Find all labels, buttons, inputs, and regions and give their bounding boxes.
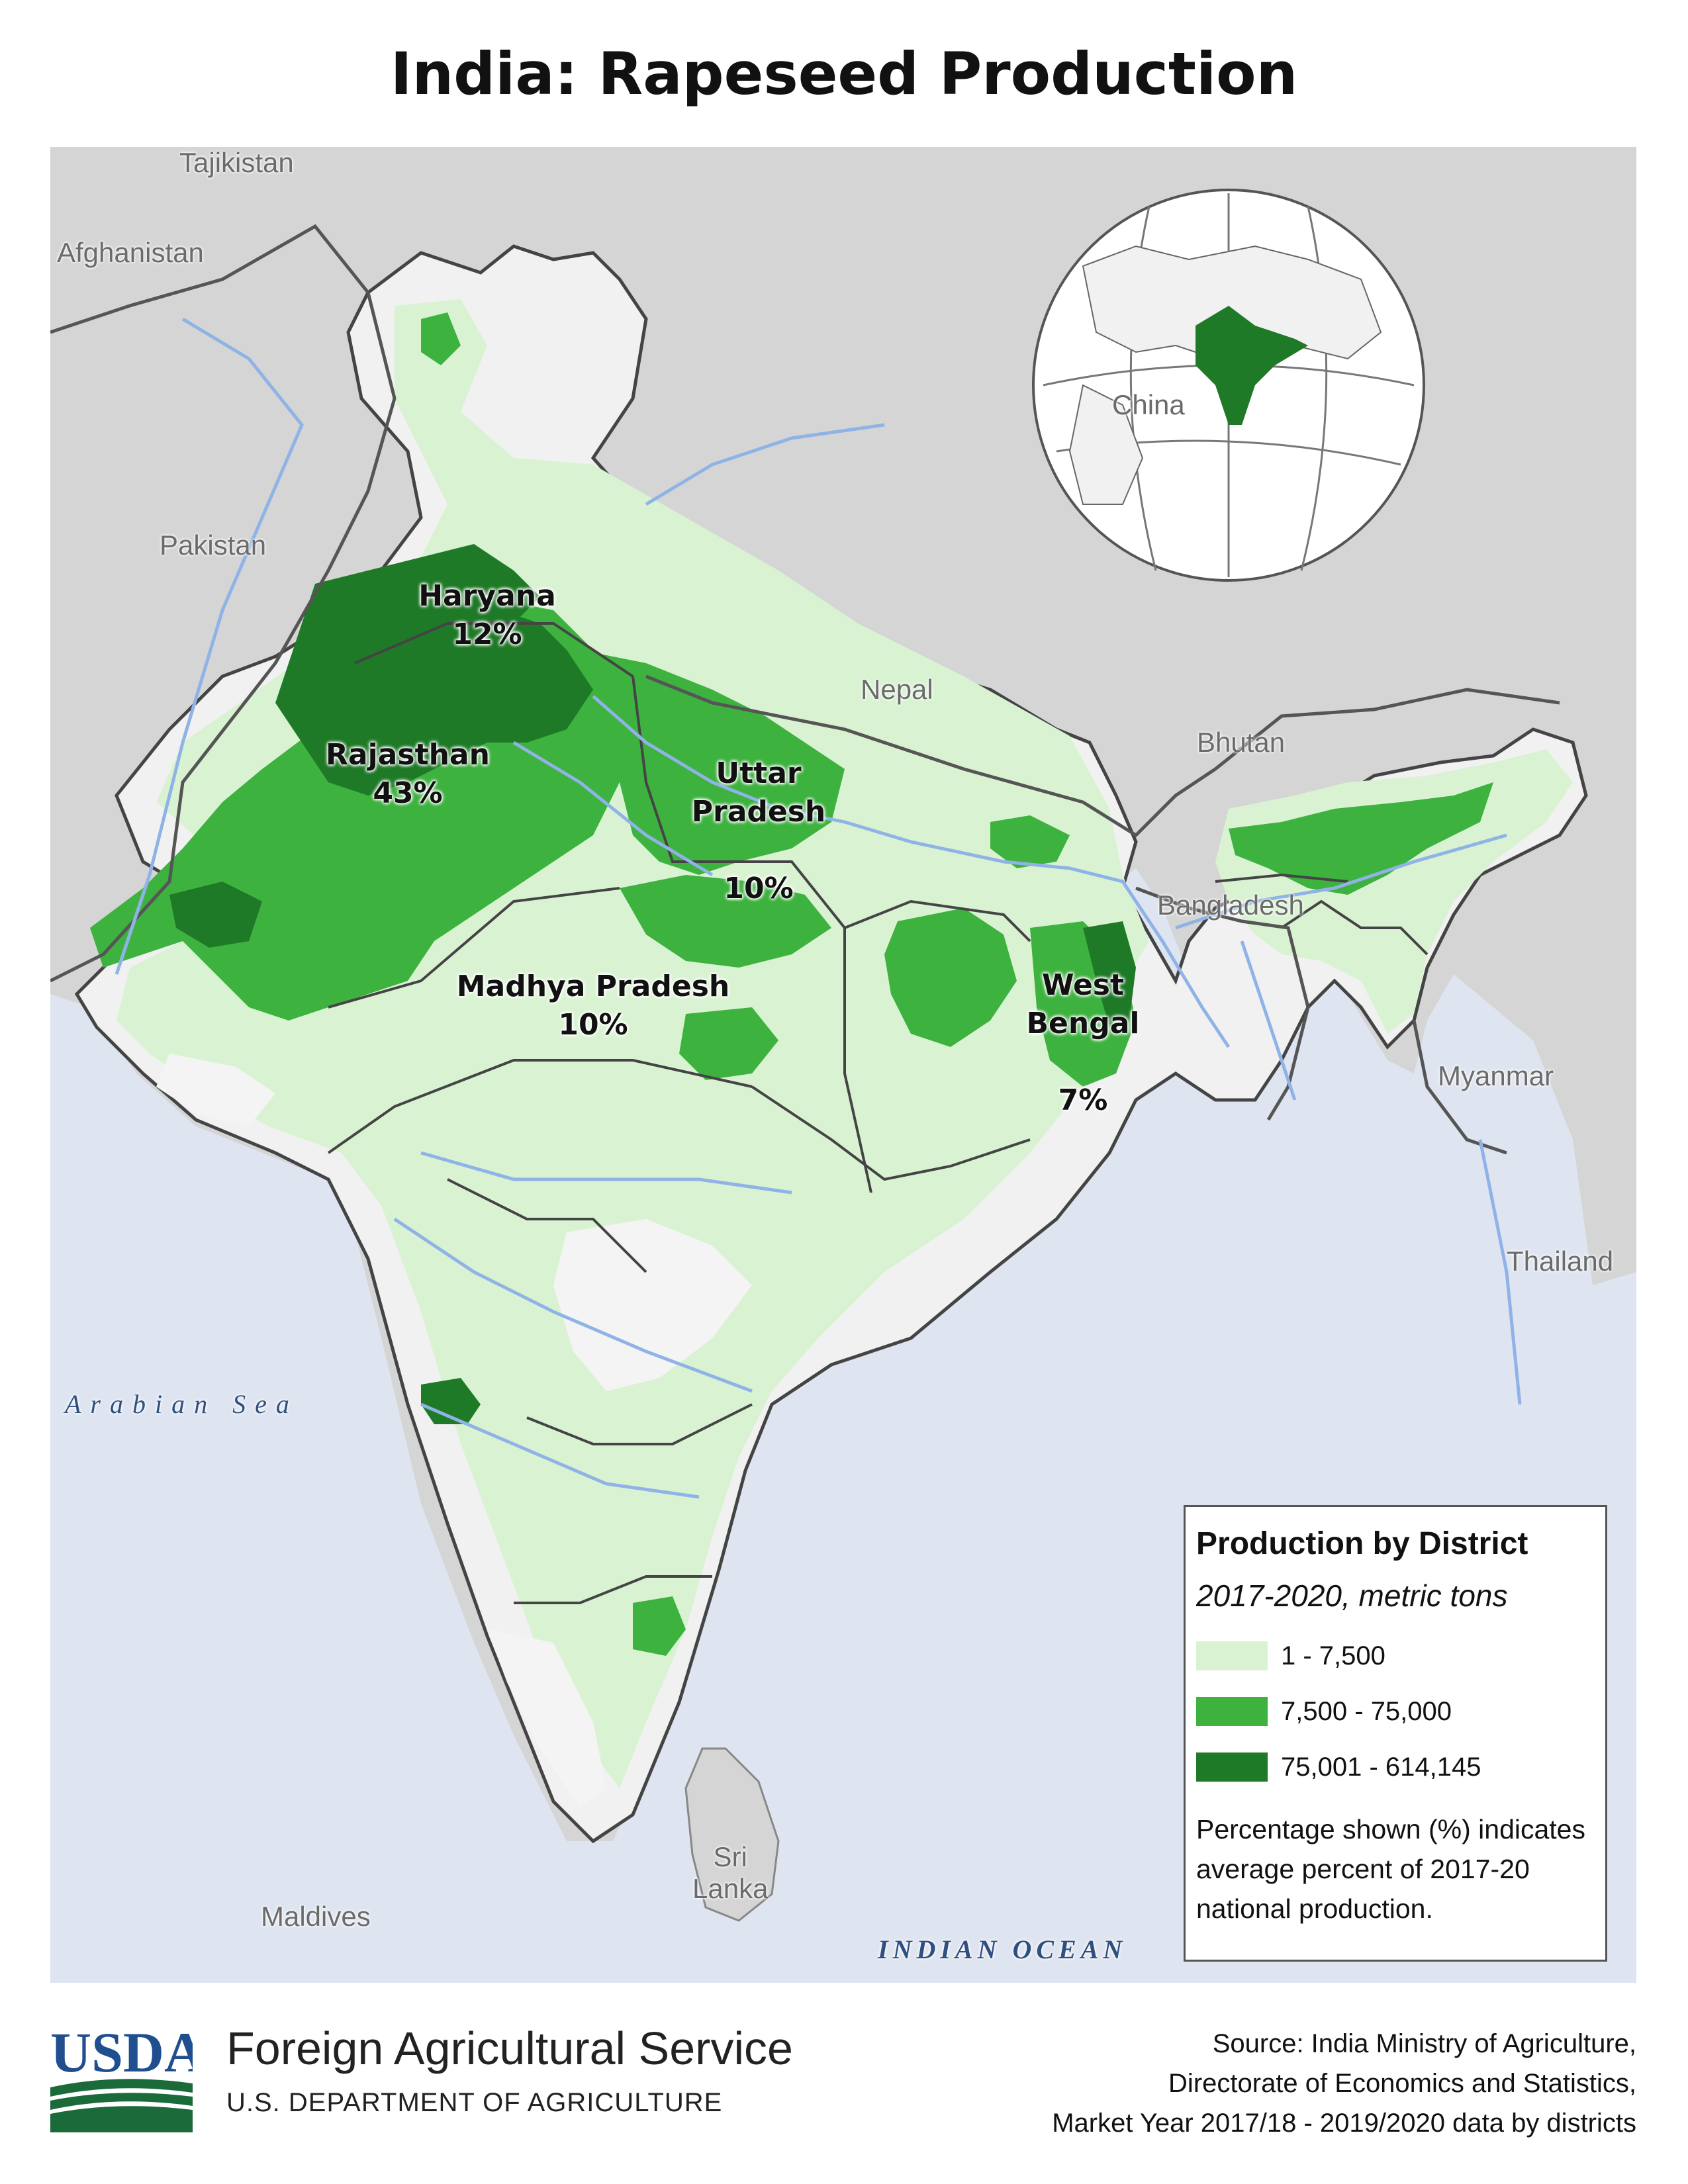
- legend-label: 1 - 7,500: [1281, 1641, 1385, 1670]
- source-line: Source: India Ministry of Agriculture,: [1212, 2029, 1636, 2058]
- department-name: U.S. DEPARTMENT OF AGRICULTURE: [226, 2088, 723, 2117]
- country-label: Afghanistan: [57, 237, 204, 268]
- sea-label: Arabian Sea: [65, 1389, 299, 1419]
- legend-box: Production by District 2017-2020, metric…: [1184, 1505, 1607, 1962]
- class-high-karnataka: [421, 1378, 481, 1424]
- state-label-west-bengal: West Bengal 7%: [1017, 928, 1149, 1158]
- state-name: Uttar Pradesh: [691, 756, 826, 829]
- locator-globe: [1032, 189, 1425, 582]
- state-name: Haryana: [418, 579, 556, 613]
- no-data-deccan: [553, 1219, 752, 1391]
- no-data-west: [156, 1054, 275, 1126]
- state-share: 12%: [452, 617, 522, 651]
- class-mid-up: [580, 650, 845, 875]
- sri-lanka-land: [684, 1747, 780, 1922]
- source-line: Directorate of Economics and Statistics,: [1168, 2069, 1636, 2098]
- state-borders: [327, 622, 1429, 1604]
- class-mid-kashmir: [421, 312, 461, 365]
- source-note: Source: India Ministry of Agriculture, D…: [1052, 2024, 1636, 2143]
- country-label: China: [1112, 389, 1185, 420]
- legend-subtitle: 2017-2020, metric tons: [1196, 1578, 1508, 1613]
- usda-logo: USDA: [50, 2021, 205, 2132]
- legend-title: Production by District: [1196, 1526, 1528, 1561]
- class-mid-mp2: [679, 1007, 778, 1080]
- class-mid-bihar: [990, 815, 1070, 868]
- usda-logo-text: USDA: [50, 2026, 193, 2084]
- legend-item: 1 - 7,500: [1196, 1628, 1595, 1684]
- country-label: Thailand: [1507, 1246, 1614, 1277]
- country-label: Maldives: [261, 1901, 371, 1932]
- legend-label: 75,001 - 614,145: [1281, 1752, 1481, 1782]
- legend-swatch: [1196, 1697, 1268, 1726]
- usda-logo-graphic: USDA: [50, 2021, 205, 2132]
- rivers: [115, 317, 1522, 1499]
- country-label: Nepal: [861, 674, 933, 705]
- country-label: Myanmar: [1438, 1060, 1554, 1091]
- class-mid-assam: [1229, 782, 1493, 895]
- legend-note: Percentage shown (%) indicates average p…: [1196, 1814, 1585, 1924]
- state-name: Madhya Pradesh: [456, 970, 730, 1003]
- state-label-haryana: Haryana 12%: [401, 577, 573, 654]
- legend-item: 7,500 - 75,000: [1196, 1684, 1595, 1739]
- state-name: West Bengal: [1026, 968, 1140, 1040]
- state-share: 43%: [373, 776, 443, 810]
- legend-swatch: [1196, 1641, 1268, 1670]
- source-line: Market Year 2017/18 - 2019/2020 data by …: [1052, 2109, 1636, 2138]
- legend-label: 7,500 - 75,000: [1281, 1696, 1452, 1726]
- agency-name: Foreign Agricultural Service: [226, 2023, 793, 2074]
- map-area: Tajikistan Afghanistan Pakistan China Ne…: [50, 147, 1636, 1983]
- state-name: Rajasthan: [326, 738, 490, 772]
- country-label: Bangladesh: [1157, 889, 1304, 921]
- map-title: India: Rapeseed Production: [390, 40, 1298, 108]
- legend-swatch: [1196, 1752, 1268, 1782]
- no-data-south: [487, 1629, 606, 1808]
- ocean-label: INDIAN OCEAN: [878, 1934, 1127, 1964]
- country-label: Pakistan: [160, 529, 267, 561]
- class-high-bengal: [1083, 921, 1136, 1027]
- legend-item: 75,001 - 614,145: [1196, 1739, 1595, 1795]
- class-high-haryana: [421, 544, 540, 623]
- class-mid-tn: [633, 1596, 686, 1656]
- country-label: Bhutan: [1197, 727, 1286, 758]
- country-label: Sri Lanka: [692, 1841, 769, 1904]
- state-label-uttar-pradesh: Uttar Pradesh 10%: [666, 716, 851, 946]
- class-mid-mp: [620, 875, 831, 968]
- class-mid-jharkhand: [884, 908, 1017, 1047]
- map-canvas: [50, 147, 1636, 1922]
- class-high-west: [169, 882, 262, 948]
- country-label: Tajikistan: [179, 147, 294, 178]
- state-share: 7%: [1058, 1083, 1108, 1117]
- state-label-rajasthan: Rajasthan 43%: [302, 736, 514, 813]
- state-share: 10%: [724, 872, 794, 905]
- international-borders: [50, 224, 1560, 1155]
- state-label-madhya-pradesh: Madhya Pradesh 10%: [447, 968, 739, 1044]
- state-share: 10%: [558, 1008, 628, 1042]
